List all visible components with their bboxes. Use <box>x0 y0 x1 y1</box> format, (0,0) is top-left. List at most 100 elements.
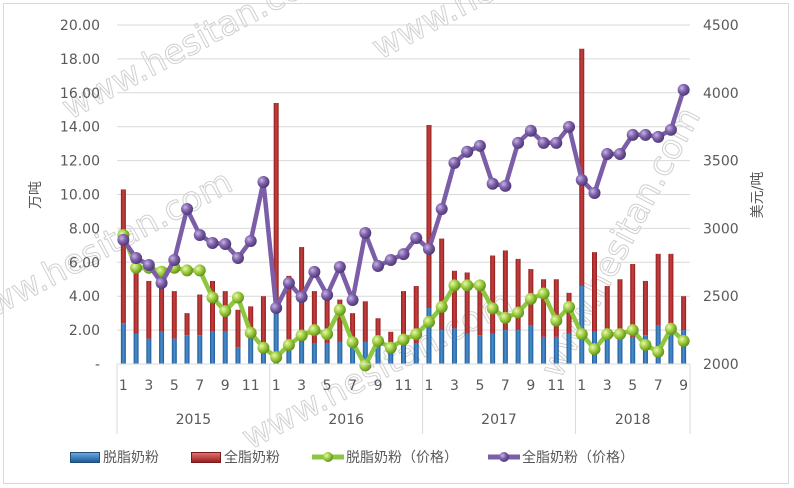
y-axis-right: 2000 2500 3000 3500 4000 4500 <box>703 18 739 373</box>
bar-skim <box>413 343 419 364</box>
marker-whole-price <box>639 128 652 141</box>
x-tick-month: 1 <box>119 378 128 394</box>
x-tick-month: 1 <box>577 378 586 394</box>
legend: 脱脂奶粉 全脂奶粉 脱脂奶粉（价格） 全脂奶粉（价格） <box>70 446 634 468</box>
marker-whole-price <box>435 203 448 216</box>
legend-label: 全脂奶粉（价格） <box>522 450 634 466</box>
bar-whole <box>541 279 547 337</box>
marker-whole-price <box>397 248 410 261</box>
marker-skim-price <box>372 334 385 347</box>
bar-skim <box>388 352 394 364</box>
bar-skim <box>235 347 241 364</box>
marker-skim-price <box>448 279 461 292</box>
y-tick-label: 14.00 <box>60 120 100 136</box>
bar-whole <box>324 297 330 344</box>
bar-whole <box>579 48 585 287</box>
y-tick-label: 8.00 <box>69 221 100 237</box>
y-axis-left-title: 万吨 <box>28 181 44 209</box>
bar-whole <box>159 280 165 332</box>
marker-skim-price <box>486 302 499 315</box>
bar-whole <box>490 255 496 334</box>
bar-whole <box>668 253 674 326</box>
bar-skim <box>464 333 470 364</box>
marker-skim-price <box>270 351 283 364</box>
bar-whole <box>655 253 661 326</box>
bar-skim <box>299 341 305 364</box>
purple-line-marker-icon <box>488 452 520 462</box>
x-tick-month: 5 <box>628 378 637 394</box>
bar-skim <box>184 335 190 364</box>
bar-whole <box>184 313 190 336</box>
bar-skim <box>350 343 356 364</box>
marker-whole-price <box>333 261 346 274</box>
bar-skim <box>426 308 432 364</box>
marker-skim-price <box>346 336 359 349</box>
green-line-marker-icon <box>312 452 344 462</box>
legend-item-whole-volume[interactable]: 全脂奶粉 <box>191 447 280 467</box>
marker-whole-price <box>550 136 563 149</box>
legend-item-skim-volume[interactable]: 脱脂奶粉 <box>70 447 159 467</box>
x-tick-month: 9 <box>679 378 688 394</box>
bar-whole <box>566 292 572 334</box>
marker-whole-price <box>461 145 474 158</box>
bar-skim <box>477 335 483 364</box>
bar-skim <box>451 328 457 364</box>
marker-whole-price <box>193 229 206 242</box>
y-tick-label: 12.00 <box>60 154 100 170</box>
marker-whole-price <box>486 177 499 190</box>
bar-skim <box>362 341 368 364</box>
x-tick-month: 1 <box>425 378 434 394</box>
legend-label: 全脂奶粉 <box>224 450 280 466</box>
bar-skim <box>439 330 445 364</box>
marker-whole-price <box>219 237 232 250</box>
legend-item-skim-price[interactable]: 脱脂奶粉（价格） <box>312 447 458 467</box>
marker-whole-price <box>117 233 130 246</box>
marker-whole-price <box>384 253 397 266</box>
bar-whole <box>681 296 687 331</box>
marker-whole-price <box>142 259 155 272</box>
bar-whole <box>592 252 597 332</box>
bar-whole <box>553 279 559 337</box>
marker-skim-price <box>244 326 257 339</box>
marker-skim-price <box>563 301 576 314</box>
y-tick-label: 6.00 <box>69 255 100 271</box>
marker-skim-price <box>652 345 665 358</box>
marker-skim-price <box>499 311 512 324</box>
x-tick-month: 9 <box>221 378 230 394</box>
y2-tick-label: 3500 <box>703 154 739 170</box>
bar-whole <box>286 275 292 342</box>
marker-whole-price <box>282 277 295 290</box>
marker-whole-price <box>601 147 614 160</box>
marker-skim-price <box>130 261 143 274</box>
x-tick-year: 2015 <box>176 412 212 428</box>
x-tick-month: 1 <box>272 378 281 394</box>
bar-skim <box>260 347 266 364</box>
bar-whole <box>350 313 356 344</box>
bar-skim <box>502 330 508 364</box>
marker-whole-price <box>677 83 690 96</box>
marker-skim-price <box>664 322 677 335</box>
bar-whole <box>260 296 266 348</box>
bar-skim <box>617 336 623 364</box>
legend-item-whole-price[interactable]: 全脂奶粉（价格） <box>488 447 634 467</box>
marker-whole-price <box>181 203 194 216</box>
bar-skim <box>120 323 126 364</box>
marker-skim-price <box>282 339 295 352</box>
marker-whole-price <box>359 227 372 240</box>
y-tick-label: 10.00 <box>60 188 100 204</box>
bar-whole <box>197 294 203 336</box>
x-tick-month: 7 <box>195 378 204 394</box>
bar-skim <box>655 325 661 364</box>
x-tick-month: 7 <box>654 378 663 394</box>
marker-skim-price <box>295 329 308 342</box>
bar-skim <box>515 330 521 364</box>
bar-skim <box>273 306 279 364</box>
marker-whole-price <box>626 128 639 141</box>
x-tick-month: 9 <box>374 378 383 394</box>
x-tick-month: 3 <box>450 378 459 394</box>
x-tick-month: 11 <box>395 378 413 394</box>
y2-tick-label: 2500 <box>703 289 739 305</box>
y2-tick-label: 4500 <box>703 18 739 34</box>
marker-skim-price <box>193 264 206 277</box>
